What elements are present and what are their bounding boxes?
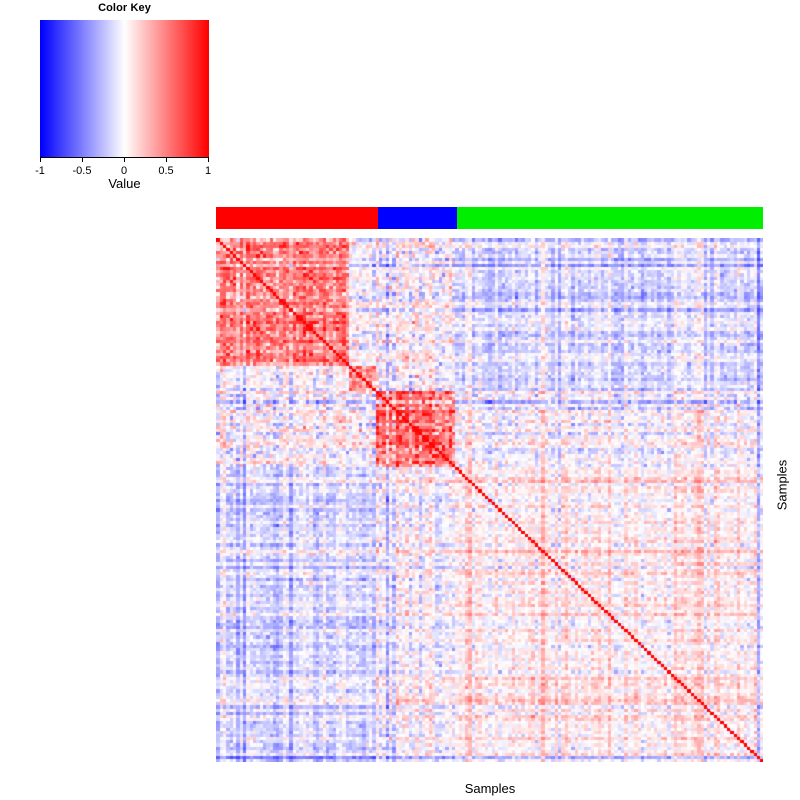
color-key-tick-label-1: -0.5 — [72, 165, 92, 177]
col-side-group-red — [216, 207, 378, 229]
color-key: Color Key Value -1 -0.5 0 0.5 1 — [0, 0, 240, 200]
color-key-tick-0 — [40, 157, 41, 162]
color-key-gradient — [40, 20, 209, 157]
color-key-tick-3 — [166, 157, 167, 162]
heatmap-panel — [216, 207, 764, 763]
y-axis-title: Samples — [764, 207, 800, 763]
color-key-tick-label-0: -1 — [35, 165, 45, 177]
color-key-axis — [40, 157, 209, 163]
color-key-tick-4 — [208, 157, 209, 162]
x-axis-title: Samples — [464, 781, 516, 796]
color-key-tick-2 — [124, 157, 125, 162]
column-side-color-bar — [216, 207, 763, 229]
color-key-tick-label-4: 1 — [204, 165, 212, 177]
color-key-tick-label-3: 0.5 — [158, 165, 174, 177]
color-key-tick-1 — [82, 157, 83, 162]
color-key-title: Color Key — [98, 2, 151, 14]
color-key-tick-label-2: 0 — [120, 165, 128, 177]
col-side-group-blue — [377, 207, 458, 229]
correlation-heatmap — [216, 238, 763, 762]
col-side-group-green — [457, 207, 763, 229]
y-axis-title-text: Samples — [774, 459, 790, 511]
color-key-value-label: Value — [108, 176, 141, 191]
